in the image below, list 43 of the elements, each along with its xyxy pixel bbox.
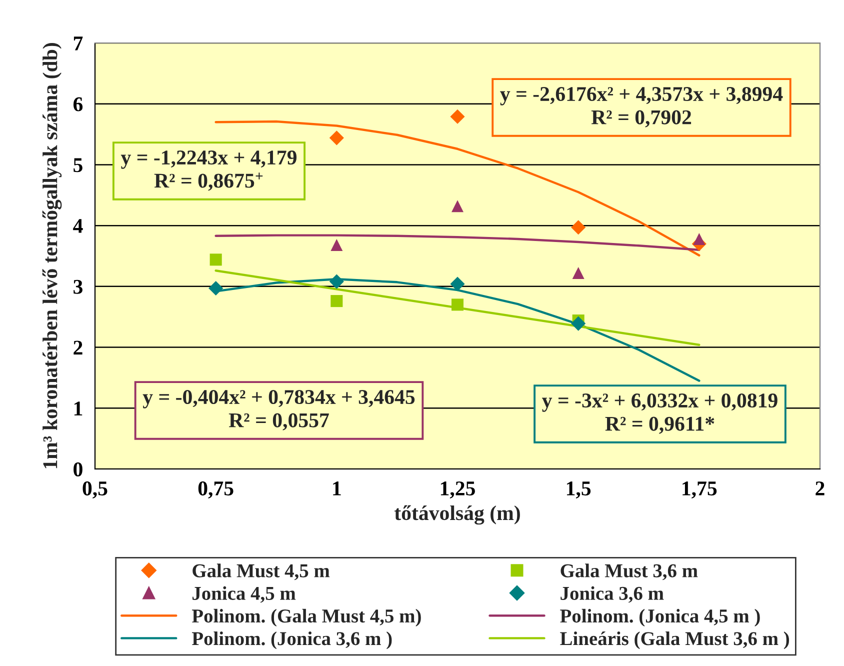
annotation: y = -1,2243x + 4,179 R² = 0,8675$^{+}$ — [120, 150, 297, 191]
point — [451, 200, 464, 212]
y-tick-label: 2 — [74, 340, 82, 355]
annotation: y = -3x² + 6,0332x + 0,0819 R² = 0,9611* — [542, 393, 778, 434]
x-tick-label: 2 — [816, 481, 824, 496]
point — [208, 280, 224, 296]
y-tick-label: 3 — [74, 280, 82, 294]
legend-label: Jonica 4,5 m — [192, 586, 296, 603]
y-tick-label: 4 — [73, 219, 83, 233]
point — [329, 274, 344, 289]
legend-label: Gala Must 4,5 m — [192, 564, 330, 580]
y-tick-label: 7 — [74, 36, 83, 50]
y-tick-label: 0 — [74, 462, 82, 476]
x-tick-label: 1,25 — [440, 481, 475, 498]
point — [330, 295, 343, 308]
legend-label: Jonica 3,6 m — [560, 586, 664, 603]
point — [571, 220, 586, 235]
x-tick-label: 0,5 — [82, 481, 108, 498]
legend-label: Gala Must 3,6 m — [560, 564, 698, 580]
y-axis-title: 1m³ koronatérben lévő termőgallyak száma (db) — [42, 43, 62, 468]
y-tick-label: 5 — [74, 158, 82, 172]
legend-label: Polinom. (Jonica 3,6 m ) — [192, 632, 392, 650]
x-tick-label: 1,5 — [566, 482, 591, 498]
x-tick-label: 0,75 — [198, 481, 234, 498]
point — [693, 232, 706, 245]
point — [330, 239, 343, 252]
point — [571, 316, 586, 331]
point — [451, 298, 464, 311]
point — [210, 254, 222, 266]
y-tick-label: 6 — [73, 97, 83, 112]
legend-label: Polinom. (Gala Must 4,5 m) — [192, 608, 421, 627]
x-tick-label: 1 — [333, 482, 341, 496]
legend-label: Polinom. (Jonica 4,5 m ) — [560, 608, 760, 627]
y-tick-label: 1 — [74, 402, 82, 416]
annotation: y = -0,404x² + 0,7834x + 3,4645 R² = 0,0557 — [142, 390, 415, 430]
x-tick-label: 1,75 — [682, 482, 717, 498]
legend-label: Lineáris (Gala Must 3,6 m ) — [560, 631, 790, 650]
x-axis-title: tőtávolság (m) — [394, 505, 520, 525]
point — [572, 267, 584, 280]
point — [450, 109, 465, 124]
annotation: y = -2,6176x² + 4,3573x + 3,8994 R² = 0,7902 — [500, 86, 783, 128]
point — [450, 276, 465, 292]
point — [329, 130, 344, 146]
